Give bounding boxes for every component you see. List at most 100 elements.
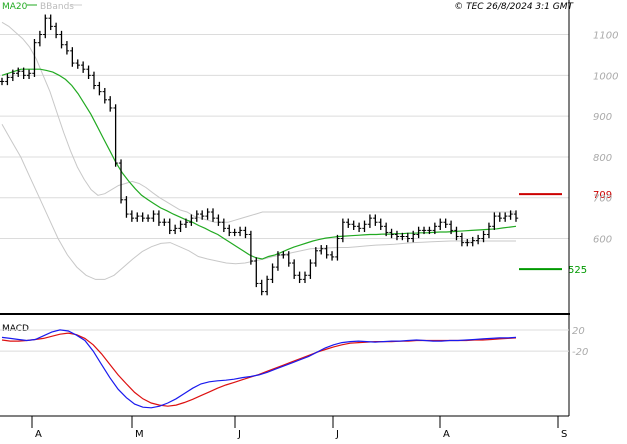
ohlc-bar bbox=[102, 87, 107, 104]
macd-label: MACD bbox=[2, 324, 29, 334]
ohlc-bar bbox=[286, 251, 291, 267]
ohlc-bar bbox=[378, 218, 383, 230]
ohlc-bar bbox=[205, 208, 210, 220]
ohlc-bar bbox=[5, 73, 10, 86]
ohlc-bar bbox=[237, 226, 243, 237]
ohlc-bar bbox=[140, 212, 145, 222]
ohlc-bar bbox=[113, 104, 118, 167]
ohlc-bar bbox=[416, 226, 421, 239]
ohlc-bar bbox=[340, 218, 346, 243]
ohlc-bar bbox=[427, 226, 432, 235]
ohlc-bar bbox=[145, 214, 151, 222]
ohlc-bar bbox=[135, 212, 140, 222]
ma20-line bbox=[1, 68, 517, 260]
ohlc-bar bbox=[129, 210, 135, 222]
ohlc-bar bbox=[448, 220, 454, 235]
price-tick-label: 1000 bbox=[593, 71, 618, 82]
ohlc-bar bbox=[59, 30, 64, 49]
ohlc-bar bbox=[254, 257, 259, 288]
ohlc-bar bbox=[227, 224, 232, 237]
macd-main-line bbox=[1, 329, 517, 409]
ohlc-bar bbox=[118, 159, 124, 204]
price-grid bbox=[0, 34, 569, 240]
ohlc-bar bbox=[502, 212, 508, 222]
ohlc-bar bbox=[232, 228, 237, 237]
ohlc-bar bbox=[210, 208, 216, 222]
bband-upper-line bbox=[1, 21, 516, 223]
x-tick-label: J bbox=[335, 429, 339, 440]
ohlc-bar bbox=[26, 69, 32, 80]
ohlc-bar bbox=[199, 210, 205, 220]
price-tick-label: 800 bbox=[593, 153, 612, 164]
ohlc-bar bbox=[486, 222, 492, 239]
ohlc-bar bbox=[248, 230, 254, 265]
ohlc-bar bbox=[432, 222, 438, 235]
ohlc-bar bbox=[162, 218, 167, 226]
ohlc-bar bbox=[438, 218, 443, 230]
ohlc-bar bbox=[264, 275, 270, 296]
ma20-legend-label: MA20 bbox=[2, 2, 28, 12]
bband-lower-line bbox=[1, 124, 516, 280]
ohlc-bar bbox=[167, 218, 172, 235]
ohlc-bar bbox=[405, 232, 410, 243]
copyright-text: © TEC 26/8/2024 3:1 GMT bbox=[454, 2, 574, 12]
price-tick-label: 700 bbox=[593, 194, 612, 205]
x-tick-label: M bbox=[135, 429, 144, 440]
ohlc-bar bbox=[475, 234, 481, 245]
ohlc-bar bbox=[308, 259, 313, 279]
ohlc-bar bbox=[86, 65, 91, 80]
resistance-label: 709 bbox=[593, 190, 612, 201]
ohlc-bar bbox=[465, 238, 470, 247]
ohlc-bar bbox=[43, 14, 48, 39]
ohlc-bar bbox=[151, 210, 156, 222]
ohlc-bar bbox=[32, 39, 37, 77]
ohlc-bar bbox=[367, 214, 373, 228]
ohlc-bar bbox=[64, 41, 70, 55]
ohlc-bar bbox=[324, 245, 329, 259]
price-tick-label: 600 bbox=[593, 235, 612, 246]
ohlc-bar bbox=[259, 279, 264, 296]
ohlc-bar bbox=[346, 218, 351, 228]
ohlc-bar bbox=[91, 71, 97, 90]
ohlc-bar bbox=[156, 210, 162, 226]
macd-tick-label: 20 bbox=[572, 326, 585, 337]
ohlc-bar bbox=[513, 210, 519, 222]
ohlc-bar bbox=[459, 232, 465, 247]
ohlc-bar bbox=[53, 22, 59, 39]
ohlc-bar bbox=[80, 61, 86, 73]
ohlc-bar bbox=[291, 259, 297, 279]
ohlc-bar bbox=[37, 30, 43, 47]
price-axis-ticks: 1100 1000 900 800 700 600 bbox=[593, 31, 618, 246]
x-tick-label: J bbox=[237, 429, 241, 440]
macd-axis-ticks: 20 -20 bbox=[572, 326, 588, 358]
ohlc-bar bbox=[183, 218, 189, 228]
ohlc-bar bbox=[362, 220, 367, 233]
ohlc-bar bbox=[508, 210, 513, 220]
ohlc-bar bbox=[411, 230, 416, 243]
ohlc-bar bbox=[497, 212, 502, 222]
ohlc-bar bbox=[75, 59, 80, 69]
ohlc-bar bbox=[297, 271, 302, 284]
macd-tick-label: -20 bbox=[572, 347, 588, 358]
ohlc-bar bbox=[243, 226, 248, 239]
ohlc-bar bbox=[48, 14, 53, 31]
ohlc-bar bbox=[10, 69, 16, 82]
ohlc-bar bbox=[400, 232, 405, 241]
price-bars bbox=[0, 14, 519, 296]
ohlc-bar bbox=[454, 226, 459, 241]
ohlc-bar bbox=[329, 251, 335, 261]
price-tick-label: 900 bbox=[593, 112, 612, 123]
ohlc-bar bbox=[275, 251, 281, 271]
ohlc-bar bbox=[221, 218, 227, 233]
ohlc-bar bbox=[389, 228, 394, 239]
macd-grid bbox=[0, 329, 569, 352]
ohlc-bar bbox=[351, 220, 356, 230]
support-label: 525 bbox=[568, 265, 587, 276]
ohlc-bar bbox=[0, 77, 5, 86]
bbands-legend-label: BBands bbox=[40, 2, 74, 12]
ohlc-bar bbox=[97, 81, 102, 96]
price-tick-label: 1100 bbox=[593, 31, 618, 42]
